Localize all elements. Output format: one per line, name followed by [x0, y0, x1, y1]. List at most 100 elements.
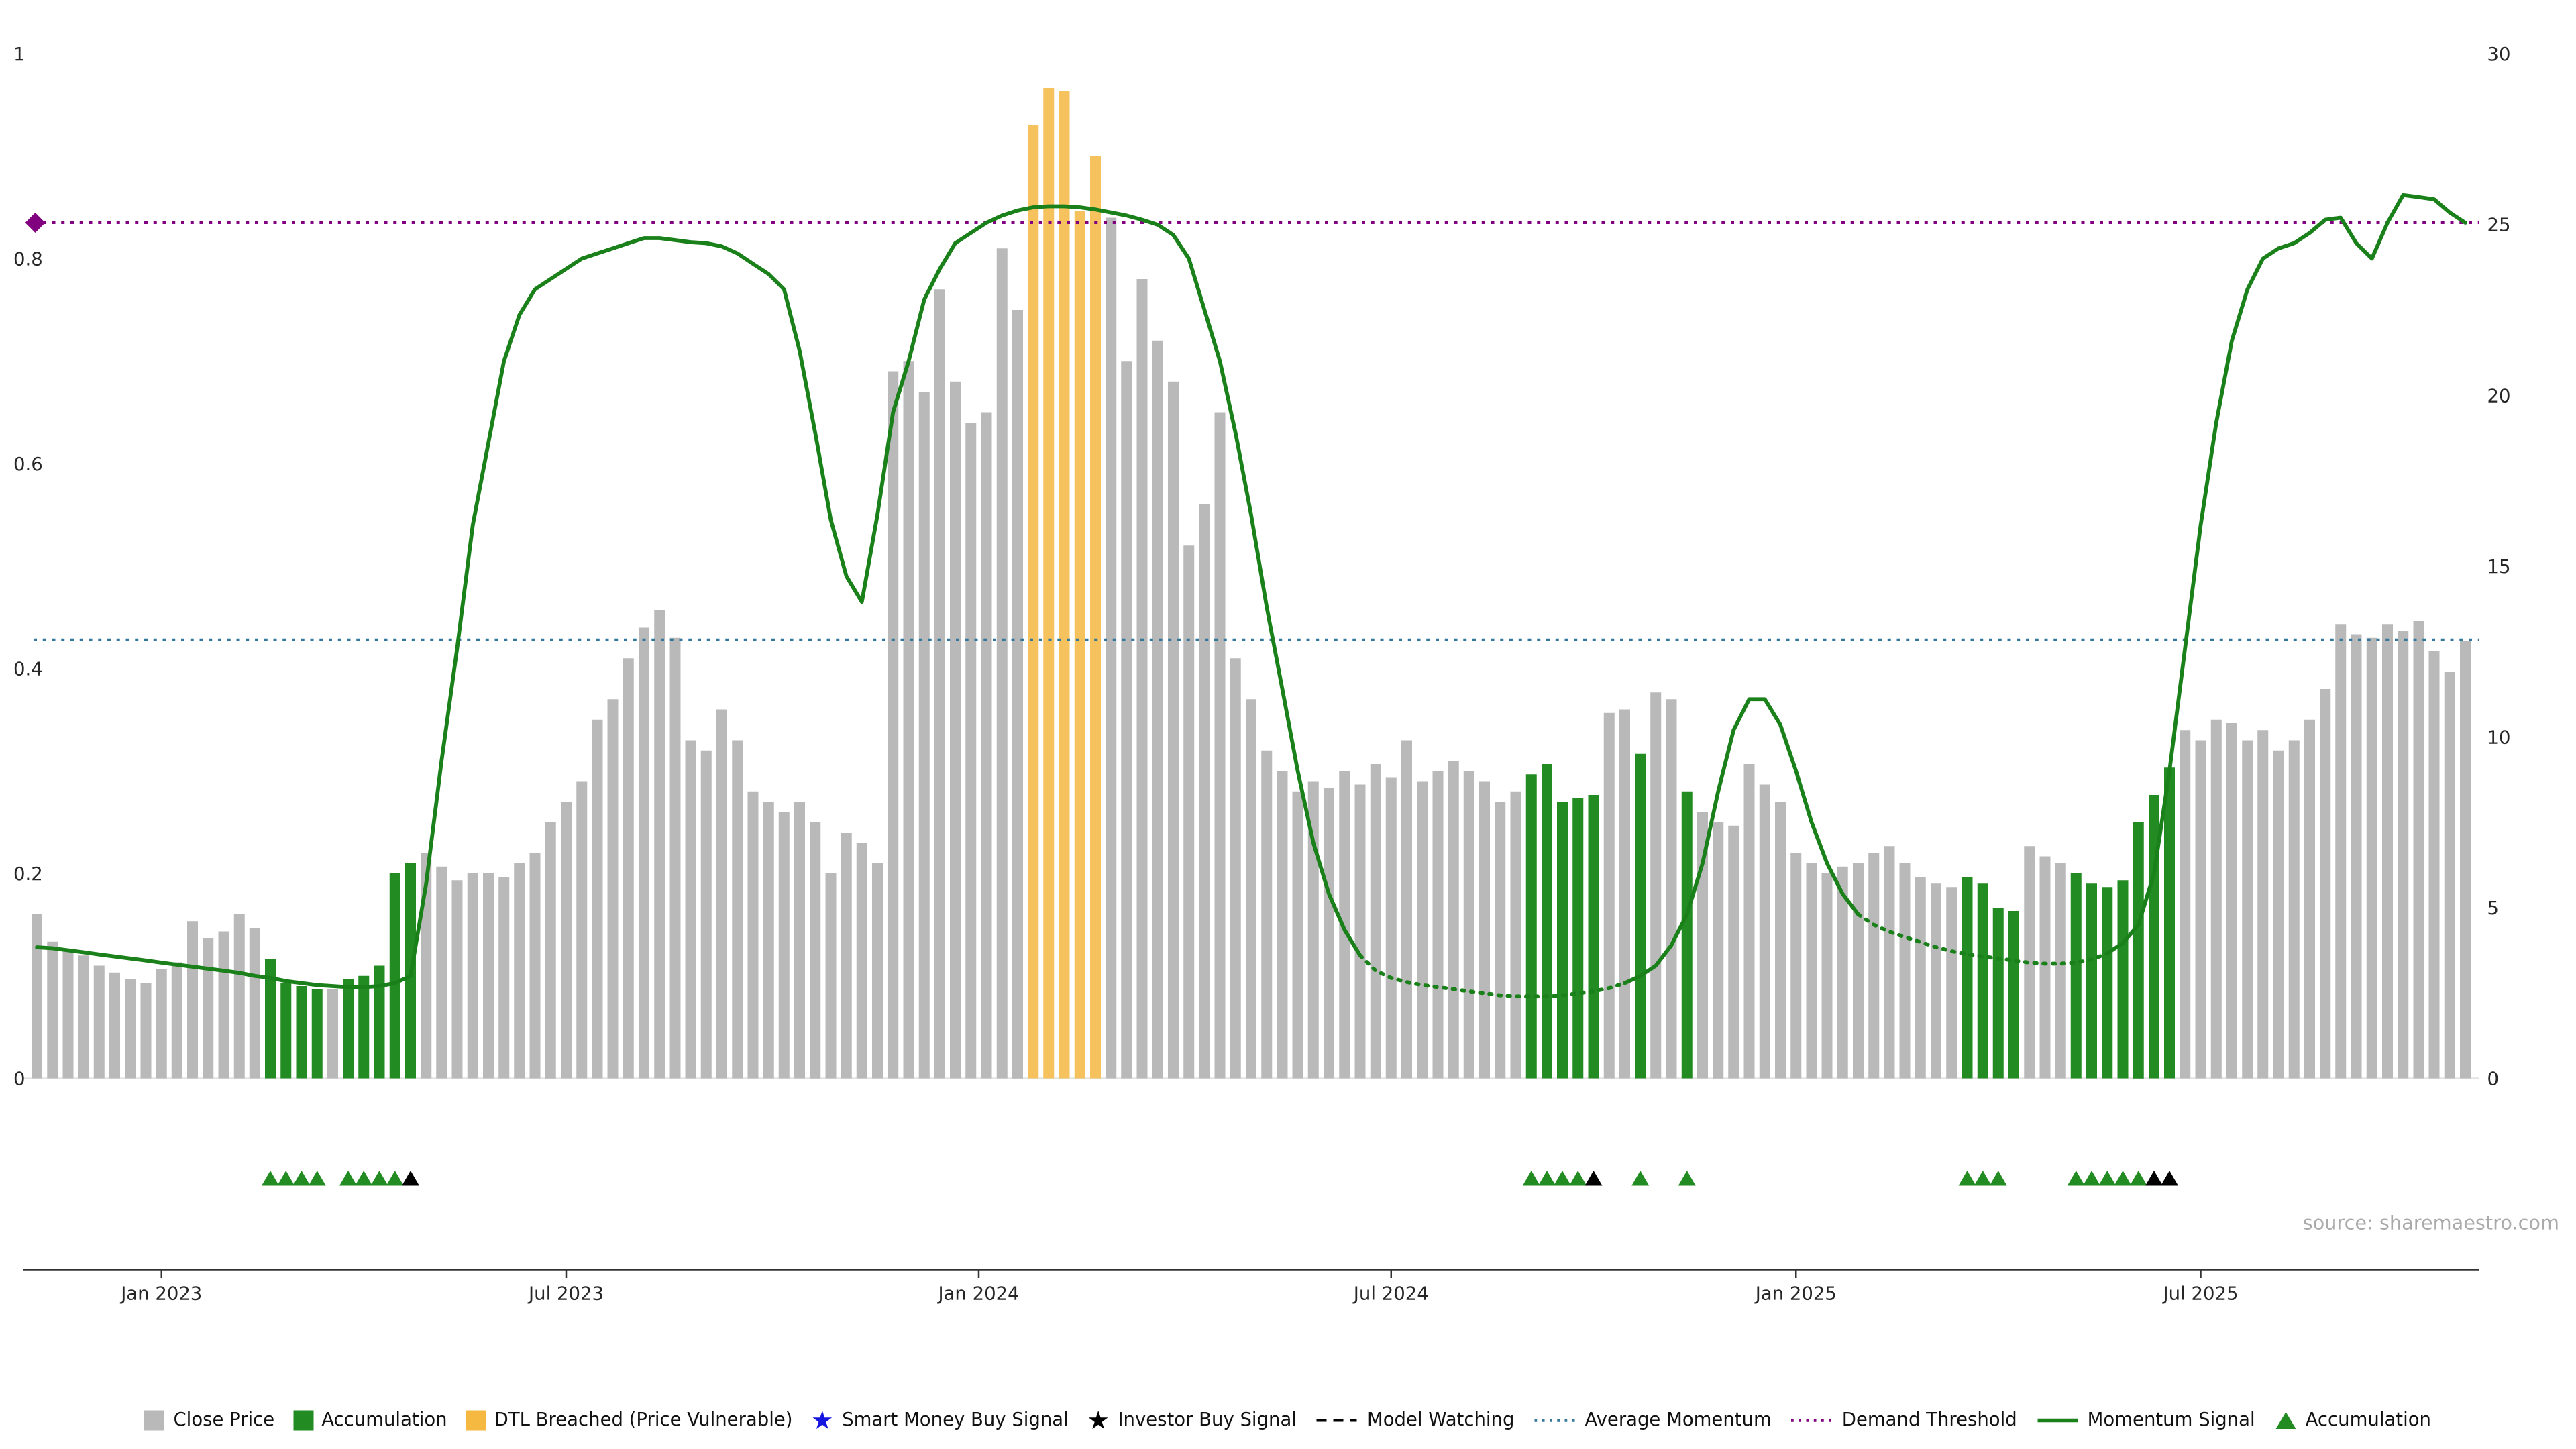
accumulation-marker-swatch-icon [2275, 1411, 2296, 1428]
close-price-bar [747, 791, 759, 1079]
demand-threshold-swatch-icon [1791, 1418, 1832, 1421]
close-price-bar [2102, 887, 2113, 1079]
close-price-bar [810, 822, 821, 1079]
close-price-bar [1635, 753, 1646, 1079]
close-price-bar [2460, 641, 2471, 1079]
close-price-bar [841, 833, 852, 1079]
close-price-bar [483, 873, 494, 1079]
close-price-bar [1728, 825, 1739, 1079]
close-price-bar [778, 812, 790, 1079]
close-price-bar [1853, 863, 1864, 1079]
close-price-bar [545, 822, 556, 1079]
close-price-bar [125, 979, 136, 1079]
close-price-bar [1946, 887, 1957, 1079]
investor-buy-triangle-icon [1585, 1171, 1603, 1186]
accumulation-triangle-icon [386, 1171, 404, 1186]
x-axis-label: Jan 2023 [119, 1283, 202, 1305]
close-price-bar [763, 802, 774, 1079]
close-price-bar [2273, 750, 2284, 1079]
close-price-bar [498, 877, 510, 1079]
close-price-bar [2117, 880, 2129, 1079]
model-watching-segment [1856, 912, 2110, 966]
accumulation-triangle-icon [2067, 1171, 2085, 1186]
close-price-bar [1401, 740, 1412, 1079]
source-attribution: source: sharemaestro.com [2302, 1211, 2559, 1234]
close-price-bar [1479, 781, 1490, 1079]
close-price-bar [2086, 883, 2097, 1079]
investor-buy-triangle-icon [2161, 1171, 2178, 1186]
close-price-bar [2444, 672, 2455, 1079]
accumulation-triangle-icon [1538, 1171, 1556, 1186]
close-price-bar [93, 965, 105, 1079]
close-price-bar [343, 979, 354, 1079]
close-price-bar [1417, 781, 1428, 1079]
x-axis-label: Jul 2023 [527, 1283, 604, 1305]
momentum-signal-line [2105, 193, 2467, 956]
close-price-bar [1619, 709, 1630, 1079]
close-price-bar [1868, 853, 1880, 1079]
legend-label: Accumulation [321, 1409, 447, 1431]
close-price-bar [1354, 784, 1366, 1079]
close-price-bar [1448, 761, 1459, 1079]
close-price-bar [1790, 853, 1802, 1079]
accumulation-triangle-icon [2083, 1171, 2100, 1186]
close-price-bar [794, 802, 805, 1079]
close-price-bar [1028, 125, 1039, 1079]
average-momentum-swatch-icon [1534, 1418, 1575, 1421]
legend-label: DTL Breached (Price Vulnerable) [494, 1409, 793, 1431]
close-price-bar [1821, 873, 1833, 1079]
legend-item-demand-threshold: Demand Threshold [1790, 1409, 2017, 1431]
close-price-bar [1666, 699, 1677, 1079]
close-price-bar [249, 928, 260, 1079]
close-price-bar [856, 843, 867, 1079]
close-price-bar [965, 423, 977, 1079]
left-axis-tick-label: 0.4 [13, 659, 43, 680]
close-price-bar [918, 392, 930, 1079]
close-price-bar [1510, 791, 1521, 1079]
accumulation-triangle-icon [1974, 1171, 1992, 1186]
close-price-bar [47, 941, 58, 1079]
right-axis-tick-label: 30 [2487, 44, 2511, 65]
close-price-bar [2133, 822, 2144, 1079]
right-axis-tick-label: 5 [2487, 898, 2500, 919]
legend-item-smart-money-buy-signal: ★ Smart Money Buy Signal [811, 1407, 1069, 1433]
close-price-bar [2304, 719, 2315, 1079]
close-price-bar [280, 983, 292, 1079]
legend-item-model-watching: Model Watching [1315, 1409, 1514, 1431]
close-price-bar [685, 740, 696, 1079]
close-price-bar [296, 986, 307, 1079]
investor-buy-triangle-icon [402, 1171, 419, 1186]
close-price-bar [2055, 863, 2066, 1079]
close-price-bar [1681, 791, 1693, 1079]
close-price-bar [1525, 774, 1537, 1079]
legend-item-momentum-signal: Momentum Signal [2035, 1409, 2255, 1431]
close-price-bar [2024, 846, 2035, 1079]
close-price-bar [187, 921, 198, 1079]
legend-label: Average Momentum [1585, 1409, 1772, 1431]
accumulation-triangle-icon [1569, 1171, 1587, 1186]
left-axis-tick-label: 0.8 [13, 249, 43, 270]
close-price-bar [1199, 504, 1210, 1079]
close-price-bar [1992, 908, 2004, 1079]
close-price-bar [872, 863, 883, 1079]
x-axis-label: Jul 2024 [1352, 1283, 1429, 1305]
close-price-bar [1915, 877, 1926, 1079]
right-axis-tick-label: 15 [2487, 556, 2511, 578]
left-axis-tick-label: 0.2 [13, 863, 43, 885]
close-price-bar [233, 914, 245, 1079]
accumulation-triangle-icon [355, 1171, 373, 1186]
close-price-bar [1136, 279, 1148, 1079]
left-axis-tick-label: 0.6 [13, 453, 43, 475]
close-price-bar [2180, 730, 2191, 1079]
accumulation-triangle-icon [1989, 1171, 2007, 1186]
close-price-bar [1588, 795, 1599, 1079]
accumulation-triangle-icon [1522, 1171, 1540, 1186]
x-axis-label: Jan 2025 [1754, 1283, 1837, 1305]
close-price-bar [1277, 771, 1288, 1079]
close-price-bar [109, 972, 120, 1079]
close-price-bar [2413, 621, 2424, 1079]
dtl-breached-swatch-icon [466, 1409, 486, 1430]
close-price-bar [888, 371, 899, 1079]
